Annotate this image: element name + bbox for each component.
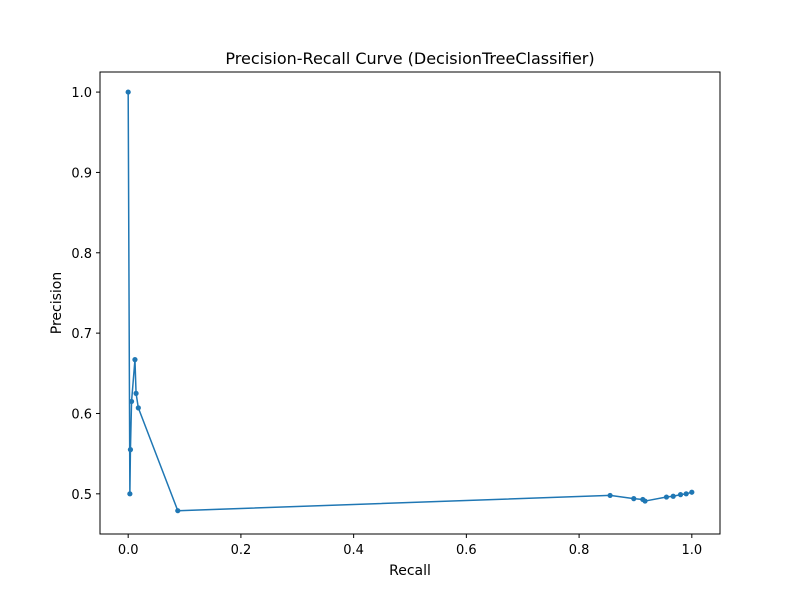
y-axis-label: Precision: [49, 272, 65, 334]
pr-curve-point: [127, 447, 134, 453]
pr-curve-point: [689, 489, 695, 495]
pr-curve-point: [135, 405, 141, 411]
pr-curve-point: [607, 492, 613, 499]
pr-curve-point: [133, 390, 139, 396]
x-tick-label: 0.8: [569, 543, 590, 558]
x-tick-label: 0.4: [343, 543, 364, 558]
x-tick-label: 0.6: [456, 543, 477, 558]
y-tick-label: 0.9: [71, 166, 92, 181]
y-tick-label: 1.0: [71, 86, 92, 101]
x-tick-label: 1.0: [681, 543, 702, 558]
pr-curve-point: [128, 398, 135, 405]
y-tick-label: 0.8: [71, 247, 92, 262]
plot-area: [125, 89, 695, 514]
y-tick-label: 0.7: [71, 327, 92, 342]
pr-curve-point: [642, 498, 648, 504]
x-tick-label: 0.0: [118, 543, 139, 558]
pr-curve-point: [631, 496, 637, 502]
y-tick-label: 0.5: [71, 488, 92, 503]
y-tick-label: 0.6: [71, 407, 92, 422]
x-axis: 0.0 0.2 0.4 0.6 0.8 1.0: [118, 534, 702, 558]
pr-curve-point: [677, 492, 684, 498]
y-axis: 0.5 0.6 0.7 0.8 0.9 1.0: [71, 86, 100, 503]
pr-curve-point: [663, 494, 670, 500]
pr-curve-point: [132, 357, 138, 363]
chart-title: Precision-Recall Curve (DecisionTreeClas…: [225, 49, 594, 68]
pr-curve-point: [125, 89, 131, 95]
pr-curve-point: [670, 493, 676, 499]
pr-curve-point: [127, 491, 133, 497]
x-tick-label: 0.2: [231, 543, 252, 558]
pr-curve-point: [175, 508, 181, 514]
x-axis-label: Recall: [389, 563, 431, 579]
pr-curve-point: [683, 491, 689, 497]
axes-frame: [99, 71, 721, 535]
